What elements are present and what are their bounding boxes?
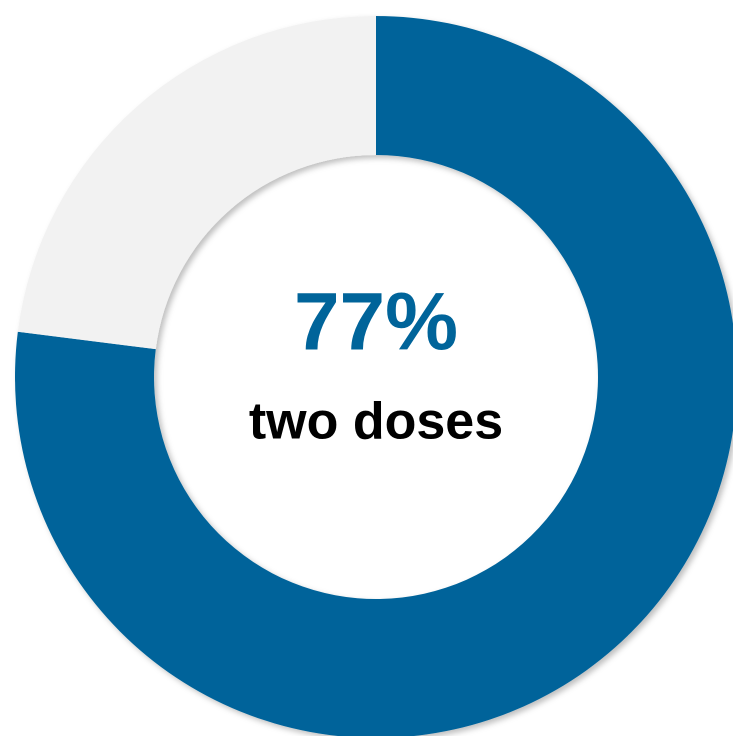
donut-segment	[15, 16, 733, 736]
center-category-label: two doses	[249, 393, 503, 451]
center-value-label: 77%	[294, 277, 458, 368]
donut	[15, 16, 733, 736]
donut-segment	[17, 16, 377, 350]
